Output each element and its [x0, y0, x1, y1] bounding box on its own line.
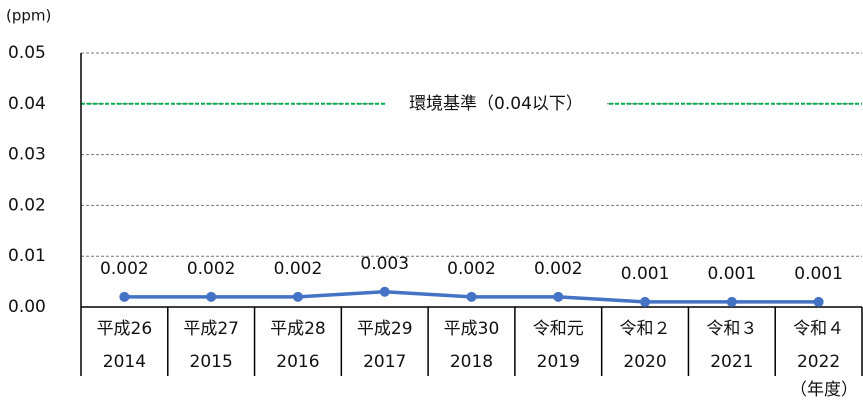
- data-label: 0.001: [621, 264, 670, 284]
- marker: [466, 291, 477, 302]
- x-tick-label: 令和３: [706, 319, 757, 339]
- x-tick-label: 2020: [623, 352, 666, 372]
- data-label: 0.002: [100, 259, 149, 279]
- data-label: 0.003: [360, 254, 409, 274]
- x-tick-label: 平成28: [270, 319, 326, 339]
- marker: [292, 291, 303, 302]
- marker: [640, 296, 651, 307]
- marker: [379, 286, 390, 297]
- y-tick-label: 0.01: [8, 246, 46, 266]
- x-tick-label: 平成30: [444, 319, 500, 339]
- marker: [813, 296, 824, 307]
- y-unit: (ppm): [6, 7, 51, 25]
- reference-label-bg: [385, 91, 607, 116]
- y-tick-label: 0.03: [8, 145, 46, 165]
- y-tick-label: 0.04: [8, 94, 46, 114]
- x-tick-label: 2018: [450, 352, 493, 372]
- x-tick-label: 平成29: [357, 319, 413, 339]
- data-label: 0.002: [274, 259, 323, 279]
- y-tick-label: 0.02: [8, 195, 46, 215]
- marker: [206, 291, 217, 302]
- x-tick-label: 令和元: [533, 319, 584, 339]
- x-unit: （年度）: [790, 380, 858, 400]
- data-label: 0.001: [794, 264, 843, 284]
- data-label: 0.002: [447, 259, 496, 279]
- x-tick-label: 令和４: [793, 319, 844, 339]
- y-tick-label: 0.00: [8, 297, 46, 317]
- x-tick-label: 平成27: [183, 319, 239, 339]
- x-tick-label: 2014: [103, 352, 146, 372]
- y-tick-label: 0.05: [8, 43, 46, 63]
- x-tick-label: 平成26: [97, 319, 153, 339]
- x-tick-label: 2019: [537, 352, 580, 372]
- marker: [726, 296, 737, 307]
- marker: [553, 291, 564, 302]
- x-tick-label: 2017: [363, 352, 406, 372]
- x-tick-label: 2021: [710, 352, 753, 372]
- reference-label: 環境基準（0.04以下）: [409, 94, 583, 114]
- x-tick-label: 2022: [797, 352, 840, 372]
- data-label: 0.002: [534, 259, 583, 279]
- marker: [119, 291, 130, 302]
- data-label: 0.002: [187, 259, 236, 279]
- x-tick-label: 2015: [190, 352, 233, 372]
- x-tick-label: 2016: [276, 352, 319, 372]
- data-label: 0.001: [707, 264, 756, 284]
- x-tick-label: 令和２: [620, 319, 671, 339]
